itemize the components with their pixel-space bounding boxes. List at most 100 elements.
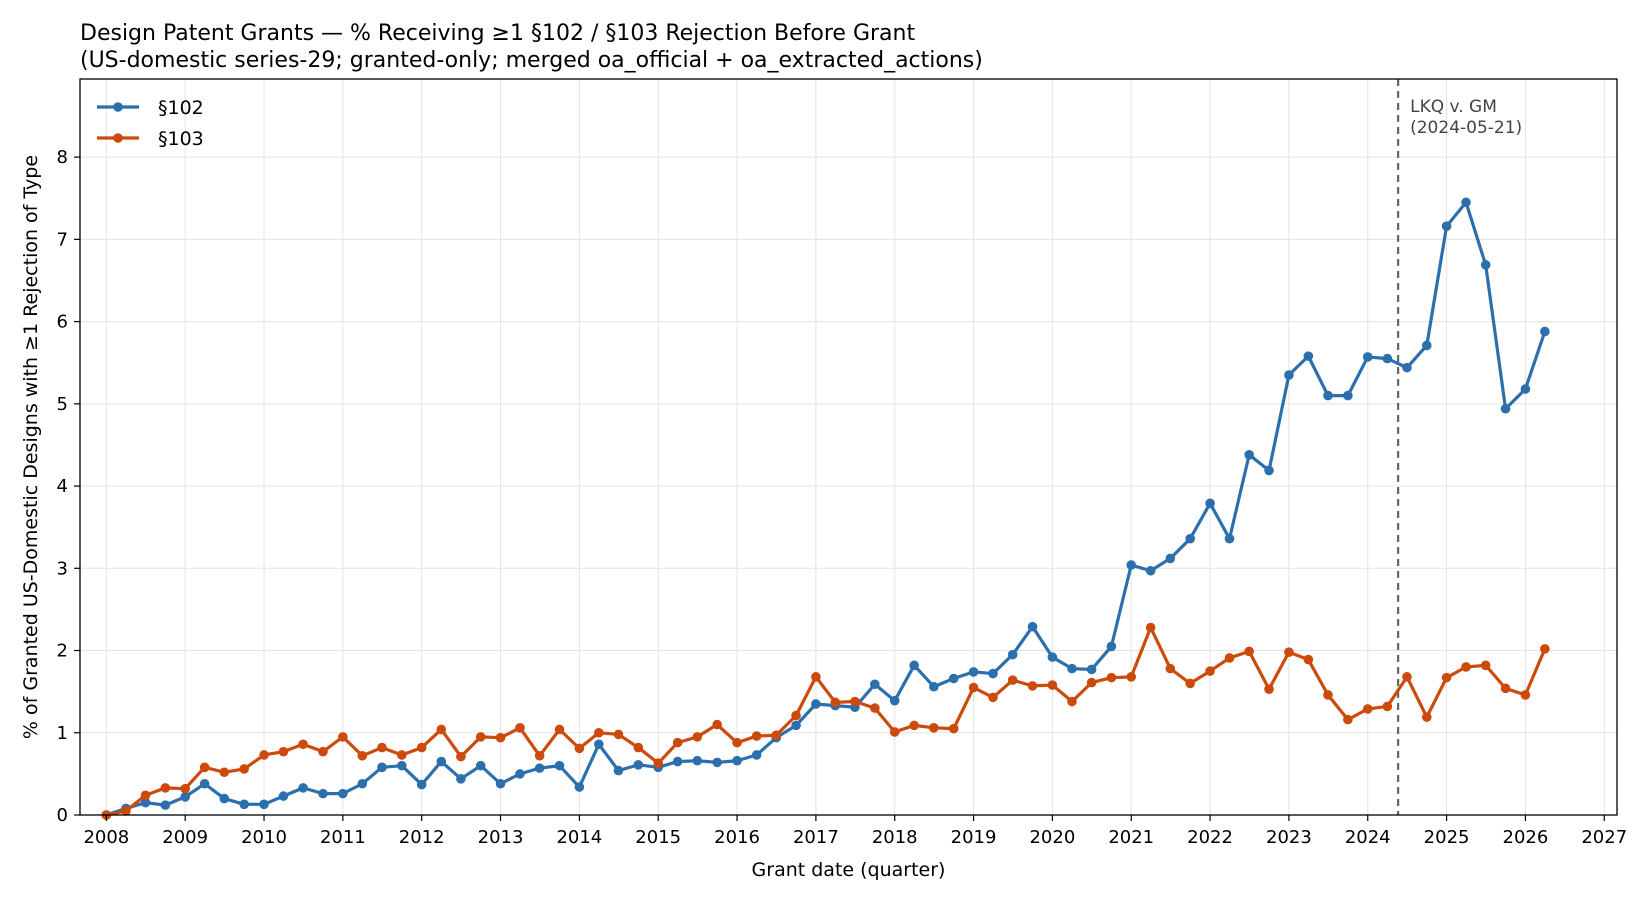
data-point	[219, 793, 230, 804]
data-point	[1343, 714, 1353, 725]
data-point	[1421, 712, 1432, 722]
data-point	[692, 732, 703, 742]
series-line-1	[104, 625, 1547, 817]
data-point	[140, 797, 151, 808]
x-tick-label: 2020	[1029, 827, 1075, 848]
x-tick-label: 2010	[241, 827, 287, 848]
data-point	[298, 783, 308, 793]
data-point	[416, 779, 427, 790]
data-point	[692, 755, 703, 766]
data-point	[909, 720, 919, 731]
x-tick-label: 2011	[320, 827, 366, 848]
axes: 2008 2009 2010 2011 2012 2013 2014 2015 2016 2017…	[57, 78, 1627, 848]
data-point	[1402, 362, 1412, 373]
y-axis-label: % of Granted US-Domestic Designs with ≥1…	[20, 155, 42, 739]
y-tick-label: 4	[57, 476, 68, 497]
data-point	[1145, 565, 1156, 576]
data-point	[259, 799, 269, 810]
data-point	[160, 800, 171, 810]
data-point	[180, 792, 190, 802]
y-tick-label: 6	[57, 312, 68, 333]
data-point	[771, 730, 782, 741]
legend-marker-102	[113, 102, 123, 112]
data-point	[574, 743, 585, 754]
data-point	[338, 788, 348, 799]
data-point	[929, 723, 939, 733]
x-tick-label: 2023	[1266, 827, 1312, 848]
data-point	[1520, 384, 1531, 394]
data-point	[1441, 221, 1452, 231]
data-point	[357, 750, 368, 761]
data-point	[416, 742, 427, 753]
y-tick-label: 3	[57, 558, 68, 579]
data-point	[1323, 390, 1333, 401]
data-point	[594, 739, 604, 750]
data-point	[653, 758, 664, 768]
data-point	[377, 762, 387, 773]
data-point	[830, 697, 841, 708]
data-point	[180, 783, 190, 794]
data-point	[594, 727, 604, 738]
data-point	[199, 778, 210, 789]
data-point	[1224, 653, 1235, 663]
data-point	[1284, 647, 1294, 657]
data-point	[672, 737, 683, 748]
data-point	[1264, 684, 1274, 694]
data-point	[239, 799, 249, 810]
chart-title: Design Patent Grants — % Receiving ≥1 §1…	[80, 21, 915, 46]
data-point	[1303, 654, 1314, 665]
data-point	[1382, 701, 1393, 712]
data-point	[1244, 450, 1254, 460]
x-tick-label: 2017	[793, 827, 839, 848]
x-tick-label: 2027	[1581, 827, 1627, 848]
data-point	[1421, 340, 1432, 351]
legend-label-103: §103	[158, 128, 204, 150]
legend: §102 §103	[97, 97, 204, 150]
data-point	[199, 762, 210, 773]
data-point	[1205, 498, 1215, 509]
y-tick-label: 0	[57, 805, 68, 826]
data-point	[672, 756, 683, 767]
data-point	[633, 742, 644, 753]
data-point	[1244, 646, 1254, 657]
data-point	[357, 778, 368, 789]
data-point	[1067, 663, 1077, 674]
data-point	[1284, 370, 1294, 380]
data-point	[1126, 672, 1137, 682]
data-point	[1205, 666, 1215, 676]
data-point	[318, 788, 328, 799]
data-point	[712, 719, 722, 730]
data-point	[1303, 351, 1314, 361]
series-layer	[101, 197, 1550, 820]
y-tick-label: 2	[57, 641, 68, 662]
data-point	[475, 760, 486, 771]
data-point	[554, 760, 565, 771]
data-point	[613, 729, 624, 740]
data-point	[1461, 197, 1471, 208]
data-point	[534, 750, 545, 761]
data-point	[1047, 680, 1058, 690]
data-point	[259, 750, 269, 760]
data-point	[456, 751, 466, 762]
data-point	[1106, 641, 1117, 652]
data-point	[791, 720, 801, 731]
data-point	[456, 774, 466, 784]
data-point	[1185, 533, 1195, 544]
data-point	[1106, 672, 1117, 683]
data-point	[1165, 663, 1176, 674]
data-point	[850, 696, 860, 707]
data-point	[318, 746, 328, 757]
data-point	[397, 750, 407, 760]
x-axis-label: Grant date (quarter)	[752, 859, 946, 881]
data-point	[1480, 660, 1491, 671]
data-point	[298, 739, 308, 750]
data-point	[811, 672, 821, 682]
data-point	[554, 724, 565, 735]
grid	[80, 79, 1617, 816]
data-point	[1480, 260, 1491, 270]
data-point	[732, 737, 742, 748]
y-tick-label: 5	[57, 394, 68, 415]
data-point	[948, 673, 959, 684]
data-point	[791, 710, 801, 721]
data-point	[1362, 704, 1373, 714]
